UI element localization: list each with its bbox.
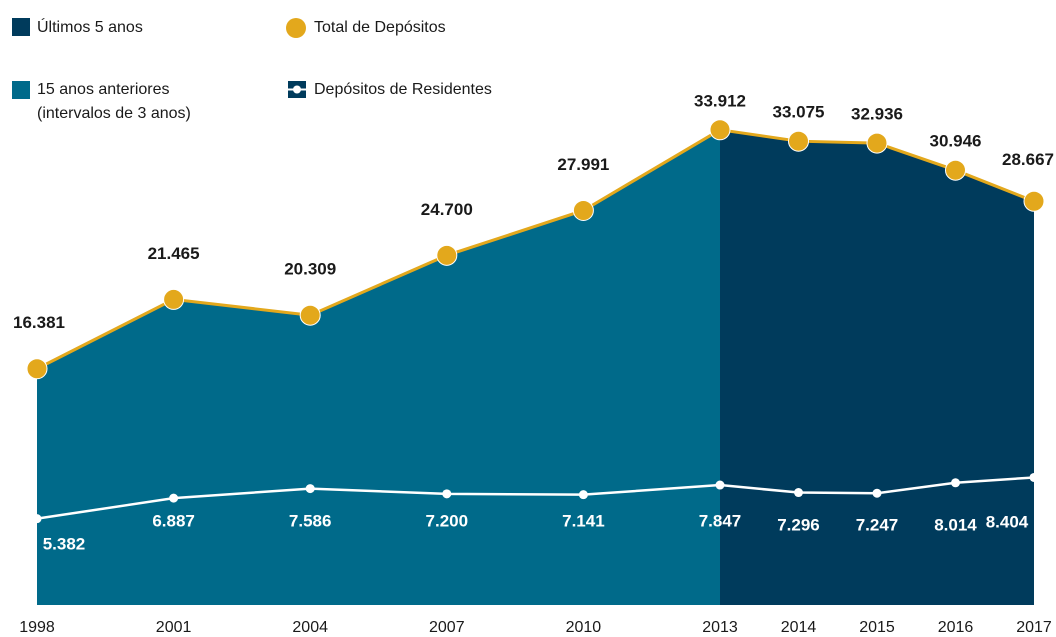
x-tick-label: 2010 [566, 619, 602, 636]
legend-swatch [12, 18, 30, 36]
legend-label: 15 anos anteriores [37, 81, 170, 98]
legend-swatch [12, 81, 30, 99]
point [1029, 472, 1039, 482]
legend: Últimos 5 anos 15 anos anteriores (interva… [12, 17, 492, 122]
data-label: 21.465 [148, 244, 200, 263]
x-tick-label: 2007 [429, 619, 465, 636]
data-label: 7.296 [777, 515, 820, 534]
data-label: 7.141 [562, 511, 605, 530]
data-label: 33.912 [694, 91, 746, 110]
point [715, 480, 725, 490]
data-label: 7.200 [426, 511, 469, 530]
x-tick-label: 2016 [938, 619, 974, 636]
series-line [36, 476, 1035, 520]
point [32, 514, 42, 524]
point [305, 484, 315, 494]
data-label: 20.309 [284, 260, 336, 279]
legend-label: Últimos 5 anos [37, 17, 143, 36]
x-tick-label: 2013 [702, 619, 738, 636]
series-line [36, 128, 1035, 371]
point [442, 489, 452, 499]
point [788, 130, 809, 152]
point [1023, 190, 1045, 212]
data-label: 16.381 [13, 313, 65, 332]
point [436, 244, 458, 266]
data-label: 32.936 [851, 105, 903, 124]
point [951, 478, 960, 488]
data-label: 6.887 [152, 511, 195, 530]
x-tick-label: 1998 [19, 619, 55, 636]
point [872, 488, 882, 498]
legend-swatch [293, 85, 301, 94]
data-label: 7.586 [289, 511, 332, 530]
x-tick-label: 2015 [859, 619, 895, 636]
x-tick-label: 2014 [781, 619, 817, 636]
point [794, 488, 803, 498]
point [709, 119, 731, 141]
lines: 1998 2001 2004 2007 2010 2013 2014 2015 2016 2017… [13, 91, 1054, 636]
data-label: 7.847 [699, 511, 742, 530]
legend-label: (intervalos de 3 anos) [37, 105, 191, 122]
legend-label: Total de Depósitos [314, 19, 446, 36]
data-label: 7.247 [856, 515, 899, 534]
data-label: 30.946 [930, 132, 982, 151]
data-label: 33.075 [773, 103, 825, 122]
x-tick-label: 2001 [156, 619, 192, 636]
point [299, 304, 321, 326]
point [945, 159, 966, 181]
data-label: 28.667 [1002, 150, 1054, 169]
data-label: 5.382 [43, 534, 86, 553]
x-tick-label: 2004 [292, 619, 328, 636]
point [866, 132, 888, 154]
data-label: 24.700 [421, 200, 473, 219]
point [169, 493, 179, 503]
point [163, 288, 185, 310]
legend-swatch [286, 18, 306, 38]
x-tick-label: 2017 [1016, 619, 1052, 636]
point [26, 358, 48, 380]
period-area [37, 129, 720, 606]
point [578, 490, 588, 500]
data-label: 8.404 [986, 512, 1029, 531]
point [572, 199, 594, 221]
data-label: 8.014 [934, 515, 977, 534]
data-label: 27.991 [557, 155, 609, 174]
legend-label: Depósitos de Residentes [314, 81, 492, 98]
